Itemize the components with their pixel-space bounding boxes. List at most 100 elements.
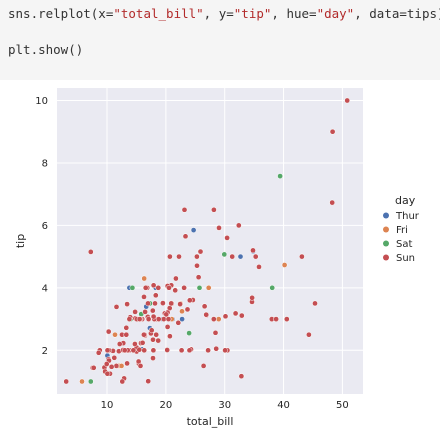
scatter-point-sun (145, 316, 152, 322)
scatter-point-sun (105, 328, 112, 335)
legend-label-fri: Fri (396, 225, 408, 236)
scatter-point-sun (123, 331, 130, 338)
scatter-point-sun (197, 248, 204, 255)
x-tick-label: 20 (159, 400, 172, 411)
x-tick-label: 40 (277, 400, 290, 411)
scatter-point-sun (232, 310, 239, 317)
scatter-point-fri (118, 363, 125, 369)
scatter-point-sun (238, 373, 245, 380)
scatter-point-sun (163, 311, 170, 318)
plot-background (57, 88, 363, 394)
code-cell[interactable]: sns.relplot(x="total_bill", y="tip", hue… (0, 0, 440, 80)
scatter-point-sun (205, 347, 211, 354)
scatter-point-sat (186, 330, 192, 336)
scatter-point-sun (124, 301, 130, 307)
scatter-point-sun (150, 347, 157, 354)
scatter-point-sun (136, 346, 143, 353)
scatter-point-fri (112, 331, 118, 338)
y-tick-labels: 2 4 6 8 10 (35, 96, 48, 357)
y-tick-label: 6 (42, 221, 48, 232)
x-tick-label: 10 (101, 400, 114, 411)
scatter-point-sun (329, 199, 336, 206)
scatter-points (63, 97, 351, 385)
scatter-point-sun (145, 300, 151, 307)
scatter-point-sun (283, 316, 290, 322)
legend: day Thur Fri Sat Sun (383, 194, 420, 264)
code-string-token: "tip" (233, 6, 272, 21)
scatter-point-sun (222, 347, 228, 354)
x-tick-label: 50 (336, 400, 349, 411)
scatter-point-sun (139, 339, 146, 346)
legend-marker-sun (383, 254, 389, 261)
scatter-point-sun (160, 316, 167, 322)
scatter-point-sun (148, 327, 155, 334)
scatter-point-sun (90, 364, 97, 371)
scatter-point-sun (124, 360, 130, 367)
code-string-token: "total_bill" (113, 6, 204, 21)
code-token: , y= (203, 6, 234, 21)
y-axis-label: tip (14, 234, 27, 248)
scatter-point-sun (113, 363, 120, 369)
scatter-point-sun (168, 300, 175, 307)
scatter-point-sun (136, 316, 143, 322)
scatter-point-sun (142, 284, 149, 291)
scatter-point-sun (186, 297, 193, 304)
scatter-point-sun (203, 311, 210, 318)
scatter-point-sun (155, 316, 162, 322)
legend-label-thur: Thur (395, 211, 420, 222)
x-axis-label: total_bill (187, 415, 234, 428)
legend-label-sun: Sun (396, 253, 415, 264)
scatter-point-sun (249, 294, 255, 301)
scatter-point-sun (153, 331, 160, 338)
scatter-point-sun (212, 329, 219, 336)
scatter-point-sun (211, 206, 217, 213)
code-token: sns.relplot(x= (8, 6, 114, 21)
scatter-point-sun (149, 307, 156, 314)
scatter-point-sun (141, 294, 147, 300)
scatter-point-sun (224, 235, 230, 241)
scatter-point-sun (123, 324, 130, 331)
scatter-point-sun (273, 316, 279, 322)
scatter-point-sun (130, 347, 137, 354)
scatter-point-sat (87, 378, 94, 385)
scatter-point-sun (126, 316, 133, 322)
legend-marker-fri (383, 226, 389, 233)
scatter-point-sun (132, 341, 138, 347)
scatter-point-sun (111, 354, 118, 361)
scatter-point-sun (172, 287, 179, 294)
code-line-show: plt.show() (8, 42, 84, 57)
y-tick-label: 2 (42, 346, 48, 357)
scatter-point-thur (237, 253, 244, 260)
scatter-point-sun (150, 313, 157, 320)
scatter-point-sun (299, 253, 305, 260)
scatter-point-sun (164, 324, 171, 330)
code-token: , data=tips) (354, 6, 440, 21)
scatter-point-sun (250, 247, 256, 254)
scatter-point-sun (152, 292, 159, 299)
scatter-point-sun (104, 370, 111, 377)
scatter-point-sun (116, 341, 123, 347)
scatter-point-sun (155, 337, 162, 344)
scatter-point-sun (164, 347, 171, 353)
legend-title: day (395, 194, 416, 207)
scatter-point-sun (95, 349, 102, 356)
scatter-point-sun (238, 312, 245, 319)
scatter-point-sun (137, 363, 144, 369)
scatter-point-sat (221, 251, 228, 258)
scatter-point-sun (186, 347, 193, 354)
scatter-point-fri (79, 378, 85, 385)
scatter-point-sun (150, 355, 156, 361)
scatter-point-sun (177, 301, 183, 307)
scatter-point-fri (179, 308, 185, 315)
code-string-token: "day" (316, 6, 355, 21)
scatter-point-sun (175, 319, 182, 326)
legend-marker-thur (383, 212, 389, 219)
scatter-point-sun (103, 361, 110, 367)
scatter-point-sun (121, 347, 128, 354)
scatter-point-sun (176, 253, 182, 260)
scatter-point-sun (329, 128, 336, 135)
scatter-point-sun (119, 378, 126, 385)
scatter-point-thur (179, 316, 185, 322)
scatter-point-sun (132, 309, 138, 315)
scatter-point-fri (215, 316, 222, 322)
